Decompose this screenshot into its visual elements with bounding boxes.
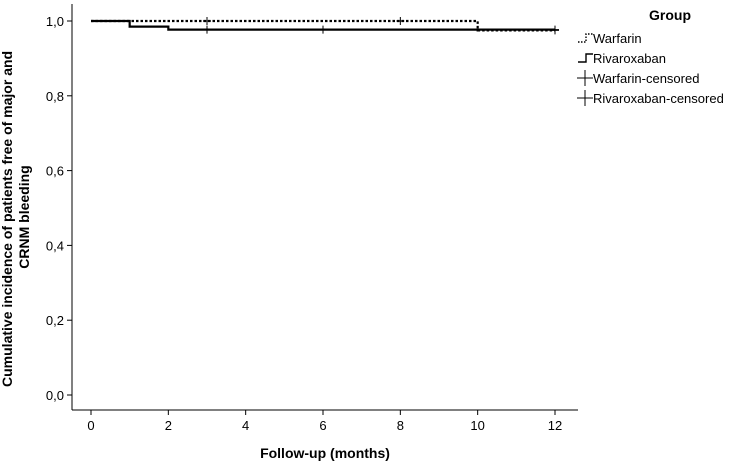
legend-item-rivaroxaban: Rivaroxaban xyxy=(578,51,666,66)
y-tick-label: 0,8 xyxy=(46,89,64,104)
warfarin-censor-mark xyxy=(203,17,211,25)
legend-label: Warfarin xyxy=(593,31,642,46)
rivaroxaban-step-line xyxy=(91,19,555,31)
x-tick-label: 6 xyxy=(319,418,326,433)
legend-swatch-warfarin xyxy=(578,33,593,43)
legend-swatch-censor xyxy=(577,90,593,106)
legend-item-rivaroxaban-censored: Rivaroxaban-censored xyxy=(577,90,724,106)
rivaroxaban-censor-mark xyxy=(203,25,211,34)
plot-frame xyxy=(71,4,578,411)
x-tick-label: 4 xyxy=(242,418,249,433)
rivaroxaban-censor-mark xyxy=(319,25,327,34)
rivaroxaban-censor-mark xyxy=(551,25,559,34)
x-tick-label: 0 xyxy=(87,418,94,433)
legend-label: Rivaroxaban xyxy=(593,51,666,66)
legend-swatch-rivaroxaban xyxy=(578,53,593,63)
y-axis-ticks: 0,0 0,2 0,4 0,6 0,8 1,0 xyxy=(46,14,72,403)
x-tick-label: 2 xyxy=(165,418,172,433)
x-axis-title: Follow-up (months) xyxy=(260,445,390,461)
x-tick-label: 8 xyxy=(397,418,404,433)
y-tick-label: 0,2 xyxy=(46,313,64,328)
x-axis-ticks: 0 2 4 6 8 10 12 xyxy=(87,410,562,433)
y-axis-title: Cumulative incidence of patients free of… xyxy=(0,47,32,387)
censor-marks xyxy=(203,17,559,35)
y-tick-label: 1,0 xyxy=(46,14,64,29)
legend: Group Warfarin Rivaroxaban Warfarin-censor… xyxy=(577,7,724,106)
series-lines xyxy=(91,19,555,32)
y-axis-title-line-2: CRNM bleeding xyxy=(16,165,32,268)
legend-label: Warfarin-censored xyxy=(593,71,699,86)
legend-item-warfarin-censored: Warfarin-censored xyxy=(577,70,699,86)
legend-swatch-censor xyxy=(577,70,593,86)
y-tick-label: 0,4 xyxy=(46,238,64,253)
legend-items: Warfarin Rivaroxaban Warfarin-censored Riva… xyxy=(577,31,724,106)
warfarin-censor-mark xyxy=(396,17,405,25)
y-tick-label: 0,6 xyxy=(46,164,64,179)
y-tick-label: 0,0 xyxy=(46,388,64,403)
x-tick-label: 10 xyxy=(470,418,484,433)
y-axis-title-line-1: Cumulative incidence of patients free of… xyxy=(0,51,15,387)
legend-title: Group xyxy=(649,7,691,23)
x-tick-label: 12 xyxy=(548,418,562,433)
legend-item-warfarin: Warfarin xyxy=(578,31,642,46)
legend-label: Rivaroxaban-censored xyxy=(593,91,724,106)
